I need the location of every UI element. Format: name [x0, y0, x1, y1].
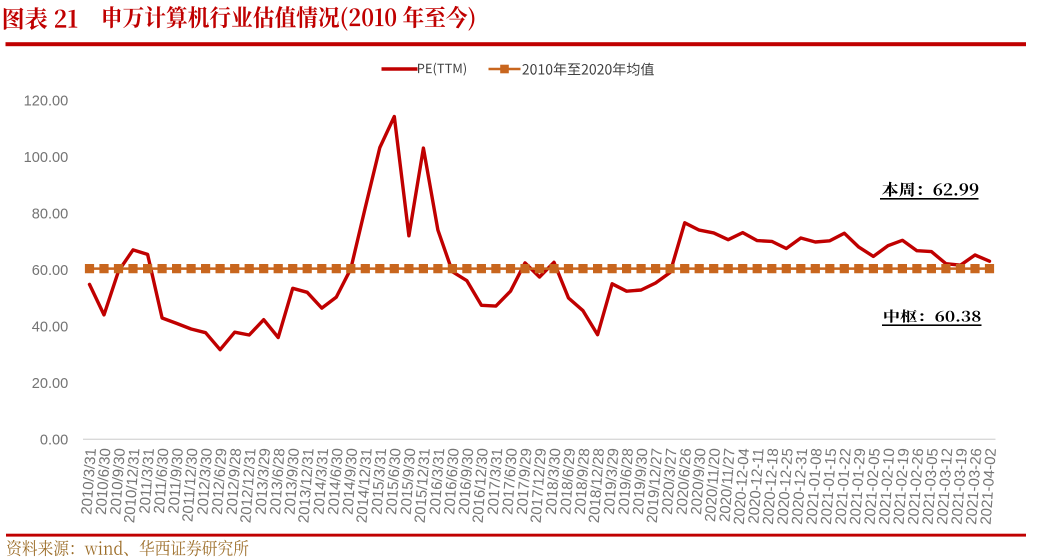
svg-text:2014/6/30: 2014/6/30: [325, 448, 347, 516]
svg-text:2021-03-26: 2021-03-26: [963, 448, 985, 526]
svg-text:2018/3/30: 2018/3/30: [543, 448, 565, 516]
svg-text:2010/6/30: 2010/6/30: [93, 448, 115, 516]
svg-text:2020/3/27: 2020/3/27: [659, 448, 681, 516]
svg-text:2014/3/31: 2014/3/31: [311, 448, 333, 516]
svg-text:2018/6/29: 2018/6/29: [557, 448, 579, 516]
svg-text:2020-12-04: 2020-12-04: [731, 448, 753, 526]
svg-text:2020/11/20: 2020/11/20: [702, 448, 724, 523]
svg-text:2020-12-25: 2020-12-25: [774, 448, 796, 526]
svg-text:2015/6/30: 2015/6/30: [383, 448, 405, 516]
svg-text:2012/9/28: 2012/9/28: [223, 448, 245, 516]
svg-text:2021-02-19: 2021-02-19: [890, 448, 912, 526]
svg-text:2015/9/30: 2015/9/30: [398, 448, 420, 516]
svg-text:2019/9/30: 2019/9/30: [630, 448, 652, 516]
svg-text:2018/9/28: 2018/9/28: [572, 448, 594, 516]
svg-text:2010/3/31: 2010/3/31: [78, 448, 100, 516]
svg-text:2013/12/31: 2013/12/31: [295, 448, 317, 524]
svg-text:2015/12/31: 2015/12/31: [412, 448, 434, 524]
svg-text:2010/9/30: 2010/9/30: [107, 448, 129, 516]
svg-text:2016/9/30: 2016/9/30: [456, 448, 478, 516]
svg-text:2017/12/29: 2017/12/29: [528, 448, 550, 524]
svg-text:80.00: 80.00: [32, 206, 69, 222]
svg-text:120.00: 120.00: [24, 93, 69, 109]
svg-text:2019/12/27: 2019/12/27: [644, 448, 666, 524]
svg-text:2020-12-31: 2020-12-31: [789, 448, 811, 526]
svg-text:2018/12/28: 2018/12/28: [586, 448, 608, 524]
svg-text:2020/9/30: 2020/9/30: [688, 448, 710, 516]
svg-text:2011/12/30: 2011/12/30: [179, 448, 201, 523]
svg-text:2021-01-29: 2021-01-29: [847, 448, 869, 526]
svg-text:2012/3/30: 2012/3/30: [194, 448, 216, 516]
svg-text:2021-01-15: 2021-01-15: [818, 448, 840, 526]
svg-text:2020/11/27: 2020/11/27: [716, 448, 738, 523]
svg-text:2017/3/31: 2017/3/31: [485, 448, 507, 516]
svg-text:2015/3/31: 2015/3/31: [369, 448, 391, 516]
svg-text:2012/12/31: 2012/12/31: [237, 448, 259, 524]
svg-text:100.00: 100.00: [24, 150, 69, 166]
svg-text:2017/6/30: 2017/6/30: [499, 448, 521, 516]
svg-text:40.00: 40.00: [32, 319, 69, 335]
svg-text:2021-03-05: 2021-03-05: [919, 448, 941, 526]
svg-text:2019/6/28: 2019/6/28: [615, 448, 637, 516]
svg-text:2020-12-11: 2020-12-11: [745, 448, 767, 525]
svg-text:2020-12-18: 2020-12-18: [760, 448, 782, 526]
svg-text:2019/3/29: 2019/3/29: [601, 448, 623, 516]
svg-text:2021-03-19: 2021-03-19: [949, 448, 971, 526]
svg-text:2016/12/30: 2016/12/30: [470, 448, 492, 524]
svg-text:2010/12/31: 2010/12/31: [121, 448, 143, 524]
svg-text:2014/12/31: 2014/12/31: [353, 448, 375, 524]
svg-text:2021-02-05: 2021-02-05: [861, 448, 883, 526]
svg-text:0.00: 0.00: [40, 433, 68, 449]
svg-text:2013/9/30: 2013/9/30: [281, 448, 303, 516]
svg-text:2021-01-22: 2021-01-22: [832, 448, 854, 526]
svg-text:2011/6/30: 2011/6/30: [151, 448, 173, 515]
svg-text:2017/9/29: 2017/9/29: [514, 448, 536, 516]
svg-text:2021-02-10: 2021-02-10: [876, 448, 898, 526]
svg-text:20.00: 20.00: [32, 376, 69, 392]
svg-text:2011/3/31: 2011/3/31: [136, 448, 158, 515]
svg-text:2021-01-08: 2021-01-08: [803, 448, 825, 526]
svg-text:2020/6/26: 2020/6/26: [673, 448, 695, 516]
svg-text:2014/9/30: 2014/9/30: [340, 448, 362, 516]
svg-text:2013/6/28: 2013/6/28: [267, 448, 289, 516]
svg-text:2021-02-26: 2021-02-26: [905, 448, 927, 526]
svg-text:2011/9/30: 2011/9/30: [165, 448, 187, 515]
svg-text:2021-04-02: 2021-04-02: [978, 448, 1000, 526]
svg-text:2012/6/29: 2012/6/29: [209, 448, 231, 516]
svg-text:2016/3/31: 2016/3/31: [427, 448, 449, 516]
svg-text:60.00: 60.00: [32, 263, 69, 279]
svg-text:2021-03-12: 2021-03-12: [934, 448, 956, 526]
svg-text:2013/3/29: 2013/3/29: [252, 448, 274, 516]
svg-text:2016/6/30: 2016/6/30: [441, 448, 463, 516]
